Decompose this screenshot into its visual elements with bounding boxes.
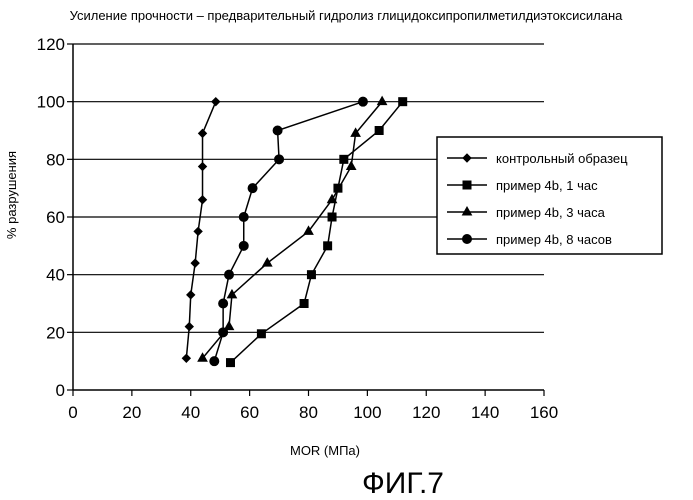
- data-point: [263, 258, 272, 266]
- data-point: [340, 155, 348, 163]
- series-2: [226, 98, 406, 367]
- x-tick-label: 80: [299, 403, 318, 422]
- legend-label: пример 4b, 8 часов: [496, 232, 612, 247]
- x-tick-label: 0: [68, 403, 77, 422]
- data-point: [219, 299, 228, 308]
- data-point: [199, 129, 207, 137]
- data-point: [194, 227, 202, 235]
- data-point: [307, 271, 315, 279]
- x-tick-label: 40: [181, 403, 200, 422]
- data-point: [257, 330, 265, 338]
- data-point: [212, 98, 220, 106]
- legend-label: контрольный образец: [496, 151, 628, 166]
- legend-marker: [463, 181, 471, 189]
- x-axis-label: MOR (МПа): [290, 443, 360, 458]
- y-tick-label: 80: [46, 150, 65, 169]
- x-tick-label: 120: [412, 403, 440, 422]
- data-point: [225, 270, 234, 279]
- data-point: [399, 98, 407, 106]
- data-point: [210, 357, 219, 366]
- series-line: [214, 102, 363, 362]
- chart-title: Усиление прочности – предварительный гид…: [70, 8, 624, 23]
- y-tick-label: 0: [56, 381, 65, 400]
- y-tick-label: 120: [37, 35, 65, 54]
- data-point: [199, 163, 207, 171]
- data-point: [358, 97, 367, 106]
- data-point: [328, 213, 336, 221]
- series-1: [182, 98, 219, 363]
- x-tick-label: 60: [240, 403, 259, 422]
- series-line: [230, 102, 402, 363]
- legend: контрольный образец пример 4b, 1 час приме…: [437, 137, 662, 254]
- data-point: [182, 354, 190, 362]
- legend-marker: [463, 235, 472, 244]
- y-tick-label: 60: [46, 208, 65, 227]
- data-point: [239, 213, 248, 222]
- figure-label: ФИГ.7: [362, 467, 444, 500]
- y-axis-label: % разрушения: [4, 151, 19, 239]
- series-4: [210, 97, 368, 366]
- y-tick-labels: 0 20 40 60 80 100 120: [37, 35, 73, 400]
- series-3: [198, 97, 387, 362]
- data-point: [375, 127, 383, 135]
- x-tick-label: 160: [530, 403, 558, 422]
- data-point: [226, 359, 234, 367]
- x-tick-label: 100: [353, 403, 381, 422]
- y-tick-label: 20: [46, 323, 65, 342]
- x-tick-label: 20: [122, 403, 141, 422]
- data-point: [239, 241, 248, 250]
- legend-label: пример 4b, 3 часа: [496, 205, 606, 220]
- data-point: [219, 328, 228, 337]
- data-point: [185, 323, 193, 331]
- data-point: [199, 196, 207, 204]
- x-tick-labels: 0 20 40 60 80 100 120 140 160: [68, 390, 558, 422]
- data-point: [300, 300, 308, 308]
- series-line: [203, 102, 383, 359]
- data-point: [187, 291, 195, 299]
- x-tick-label: 140: [471, 403, 499, 422]
- data-point: [273, 126, 282, 135]
- y-tick-label: 40: [46, 266, 65, 285]
- data-point: [191, 259, 199, 267]
- data-point: [275, 155, 284, 164]
- data-point: [378, 97, 387, 105]
- y-tick-label: 100: [37, 93, 65, 112]
- data-point: [248, 184, 257, 193]
- legend-label: пример 4b, 1 час: [496, 178, 598, 193]
- data-point: [324, 242, 332, 250]
- data-series: [182, 97, 406, 367]
